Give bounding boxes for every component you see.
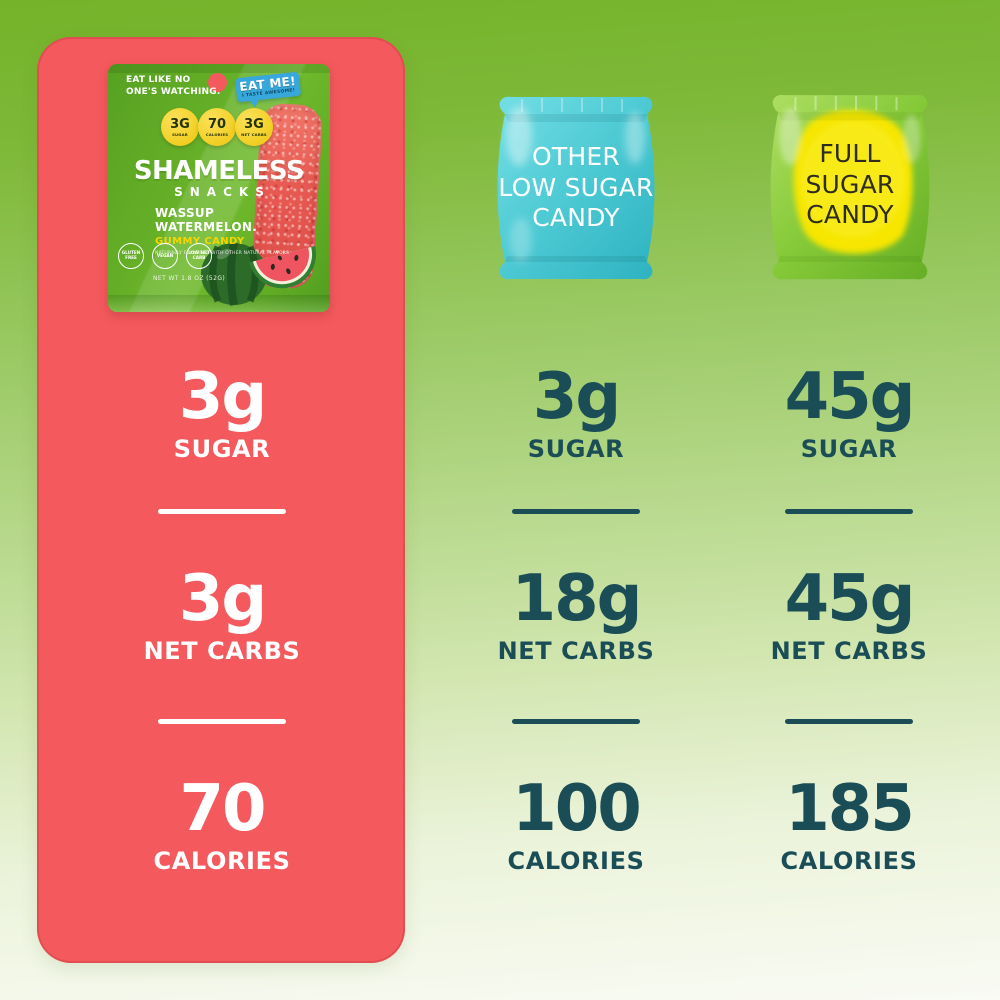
stat-calories: 185 CALORIES xyxy=(709,776,989,875)
stat-value: 45g xyxy=(784,562,916,636)
badge-sugar: 3G SUGAR xyxy=(161,108,199,146)
stat-value: 45g xyxy=(784,360,916,434)
net-weight: NET WT 1.8 OZ (52G) xyxy=(153,275,226,282)
stat-sugar: 3g SUGAR xyxy=(436,364,716,463)
bag-tagline: EAT LIKE NO ONE'S WATCHING. xyxy=(126,75,220,98)
stat-divider xyxy=(512,719,640,724)
stat-divider xyxy=(785,719,913,724)
hero-panel: EAT LIKE NO ONE'S WATCHING. EAT ME! I TA… xyxy=(37,37,405,963)
stat-label: CALORIES xyxy=(507,847,645,875)
stat-sugar: 3g SUGAR xyxy=(82,364,362,463)
badge-net-carbs-label: NET CARBS xyxy=(241,131,267,137)
stat-net-carbs: 18g NET CARBS xyxy=(436,566,716,665)
stat-calories: 70 CALORIES xyxy=(82,776,362,875)
stat-label: SUGAR xyxy=(173,435,271,463)
watermelon-slice-icon xyxy=(249,246,317,289)
stat-divider xyxy=(158,509,286,514)
badge-calories-label: CALORIES xyxy=(205,131,229,137)
stat-net-carbs: 3g NET CARBS xyxy=(82,566,362,665)
bag-label-low-sugar: OTHER LOW SUGAR CANDY xyxy=(487,142,665,234)
badge-sugar-label: SUGAR xyxy=(172,131,188,137)
watermelon-icon xyxy=(201,242,317,306)
stat-divider xyxy=(512,509,640,514)
bag-label-full-sugar: FULL SUGAR CANDY xyxy=(760,139,940,231)
bag-label-line3: CANDY xyxy=(806,200,894,229)
bag-label-line1: OTHER xyxy=(532,142,620,171)
stat-label: NET CARBS xyxy=(143,637,301,665)
stats-column-shameless: 3g SUGAR 3g NET CARBS 70 CALORIES xyxy=(82,0,362,1000)
product-type: GUMMY CANDY xyxy=(155,236,245,247)
stat-value: 100 xyxy=(512,772,642,846)
bag-label-line3: CANDY xyxy=(532,203,620,232)
stat-value: 70 xyxy=(179,772,266,846)
cert-badge-low-net-carb: LOW NET CARB xyxy=(186,243,212,269)
stat-divider xyxy=(785,509,913,514)
stat-calories: 100 CALORIES xyxy=(436,776,716,875)
flavor-name: WASSUP WATERMELON. xyxy=(155,206,257,235)
stat-divider xyxy=(158,719,286,724)
stat-value: 3g xyxy=(178,360,267,434)
stat-label: CALORIES xyxy=(153,847,291,875)
competitor-bag-full-sugar: FULL SUGAR CANDY xyxy=(760,86,940,286)
cert-badge-gluten-free: GLUTEN FREE xyxy=(118,243,144,269)
badge-net-carbs: 3G NET CARBS xyxy=(235,108,273,146)
cert-badge-vegan: VEGAN xyxy=(152,243,178,269)
flavor-line2: WATERMELON. xyxy=(155,220,258,235)
flavor-line1: WASSUP xyxy=(155,206,215,220)
bag-tagline-line2: ONE'S WATCHING. xyxy=(126,86,221,97)
stat-value: 185 xyxy=(785,772,915,846)
badge-calories: 70 CALORIES xyxy=(198,108,236,146)
hang-hole xyxy=(208,73,227,92)
stat-label: NET CARBS xyxy=(497,637,655,665)
badge-calories-value: 70 xyxy=(207,116,227,132)
stat-sugar: 45g SUGAR xyxy=(709,364,989,463)
stat-label: SUGAR xyxy=(527,435,625,463)
bag-tagline-line1: EAT LIKE NO xyxy=(126,75,191,85)
bag-label-line1: FULL xyxy=(819,139,881,168)
badge-net-carbs-value: 3G xyxy=(244,116,264,132)
stat-net-carbs: 45g NET CARBS xyxy=(709,566,989,665)
stat-label: CALORIES xyxy=(780,847,918,875)
brand-wordmark: SHAMELESS xyxy=(133,156,305,186)
stat-label: NET CARBS xyxy=(770,637,928,665)
badge-sugar-value: 3G xyxy=(170,116,190,132)
stats-column-low-sugar: 3g SUGAR 18g NET CARBS 100 CALORIES xyxy=(436,0,716,1000)
competitor-bag-low-sugar: OTHER LOW SUGAR CANDY xyxy=(487,88,665,288)
lime-bag-graphic xyxy=(770,94,930,280)
stats-column-full-sugar: 45g SUGAR 45g NET CARBS 185 CALORIES xyxy=(709,0,989,1000)
stat-value: 3g xyxy=(532,360,621,434)
stat-value: 18g xyxy=(511,562,643,636)
stat-value: 3g xyxy=(178,562,267,636)
bag-label-line2: SUGAR xyxy=(805,169,895,199)
stat-label: SUGAR xyxy=(800,435,898,463)
fine-print: NATURALLY FLAVORED WITH OTHER NATURAL FL… xyxy=(155,251,290,256)
shameless-product-bag: EAT LIKE NO ONE'S WATCHING. EAT ME! I TA… xyxy=(108,64,330,312)
brand-sub-wordmark: SNACKS xyxy=(174,185,271,199)
bag-label-line2: LOW SUGAR xyxy=(498,172,654,202)
teal-bag-graphic xyxy=(497,96,655,280)
